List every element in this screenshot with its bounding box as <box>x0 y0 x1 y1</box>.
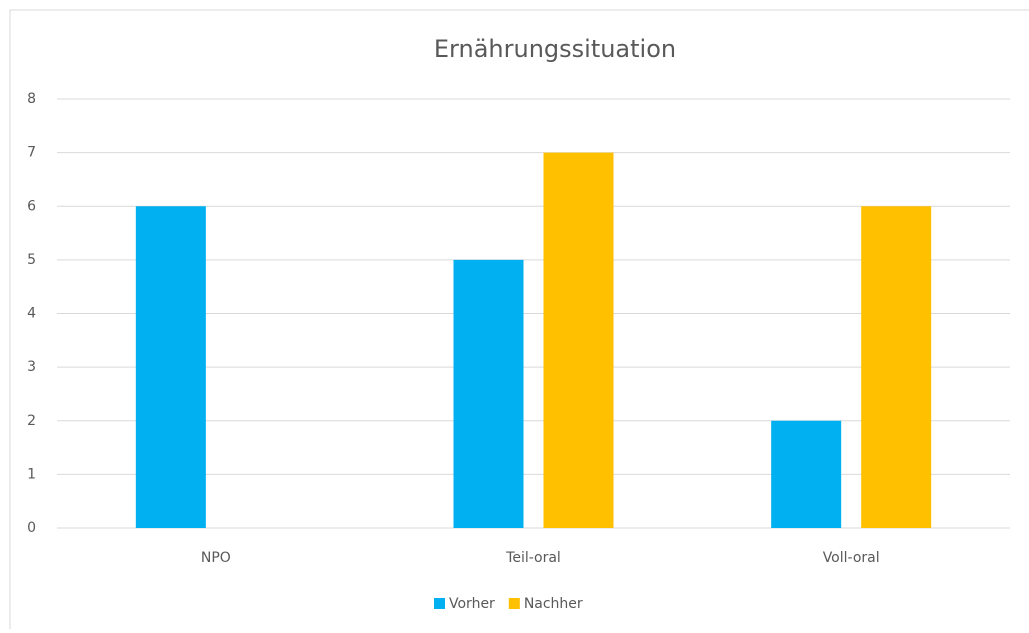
y-tick-label: 8 <box>27 91 36 107</box>
x-tick-label: Teil-oral <box>505 550 561 566</box>
y-tick-label: 5 <box>27 252 36 268</box>
y-tick-label: 3 <box>27 359 36 375</box>
bar <box>453 259 524 528</box>
y-tick-label: 6 <box>27 198 36 214</box>
bar <box>135 206 206 528</box>
bar <box>771 420 842 528</box>
y-tick-label: 7 <box>27 145 36 161</box>
y-tick-label: 1 <box>27 466 36 482</box>
bar <box>543 152 614 528</box>
y-tick-label: 2 <box>27 413 36 429</box>
x-tick-label: NPO <box>201 550 231 566</box>
legend-swatch <box>434 598 445 609</box>
y-tick-label: 4 <box>27 306 36 322</box>
bar <box>861 206 932 528</box>
legend-label: Nachher <box>524 596 583 612</box>
chart-title: Ernährungssituation <box>434 35 676 63</box>
y-tick-label: 0 <box>27 520 36 536</box>
legend-swatch <box>508 598 520 609</box>
legend-label: Vorher <box>449 596 495 612</box>
x-tick-label: Voll-oral <box>823 550 880 566</box>
